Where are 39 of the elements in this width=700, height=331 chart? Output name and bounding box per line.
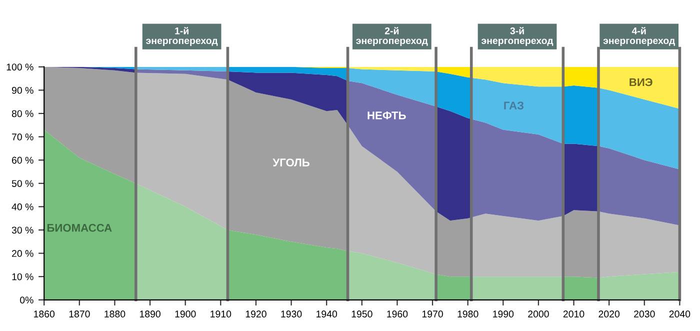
x-tick-label: 1880 — [104, 310, 126, 318]
x-tick-label: 1970 — [422, 310, 443, 318]
series-label: ГАЗ — [504, 102, 524, 110]
x-tick-label: 2000 — [528, 310, 549, 318]
y-tick-label: 80 % — [12, 110, 34, 118]
x-tick-label: 1940 — [316, 310, 338, 318]
y-tick-label: 20 % — [12, 250, 34, 257]
x-tick-label: 1920 — [246, 310, 266, 318]
y-tick-label: 90 % — [12, 86, 34, 94]
x-tick-label: 2020 — [598, 310, 620, 318]
band-label: 2-й энергопереход — [356, 26, 428, 46]
band-label: 3-й энергопереход — [481, 26, 554, 46]
x-tick-label: 1950 — [352, 310, 372, 318]
x-tick-label: 1990 — [493, 310, 514, 318]
x-tick-label: 1930 — [281, 310, 302, 318]
x-tick-label: 2030 — [634, 310, 655, 318]
x-tick-label: 1900 — [175, 310, 196, 318]
band-label: 1-й энергопереход — [146, 26, 218, 46]
y-tick-label: 70 % — [12, 134, 34, 140]
y-tick-label: 60 % — [12, 156, 34, 164]
y-tick-label: 30 % — [12, 226, 34, 234]
y-tick-label: 0% — [20, 296, 34, 304]
x-tick-label: 1870 — [69, 310, 90, 318]
x-tick-label: 1860 — [34, 310, 55, 318]
y-tick-label: 100 % — [6, 64, 34, 70]
y-tick-label: 50 % — [12, 180, 34, 187]
series-label: УГОЛЬ — [272, 158, 310, 166]
x-tick-label: 1910 — [210, 310, 232, 318]
x-tick-label: 2010 — [563, 310, 584, 318]
x-tick-label: 1960 — [387, 310, 408, 318]
x-tick-label: 1980 — [458, 310, 478, 318]
series-label: БИОМАССА — [47, 224, 112, 232]
x-tick-label: 1890 — [140, 310, 160, 318]
x-tick-label: 2040 — [669, 310, 690, 318]
series-label: ВИЭ — [630, 78, 652, 86]
y-tick-label: 40 % — [12, 203, 34, 210]
series-label: НЕФТЬ — [368, 112, 406, 120]
y-tick-label: 10 % — [12, 273, 34, 280]
band-label: 4-й энергопереход — [603, 26, 675, 46]
